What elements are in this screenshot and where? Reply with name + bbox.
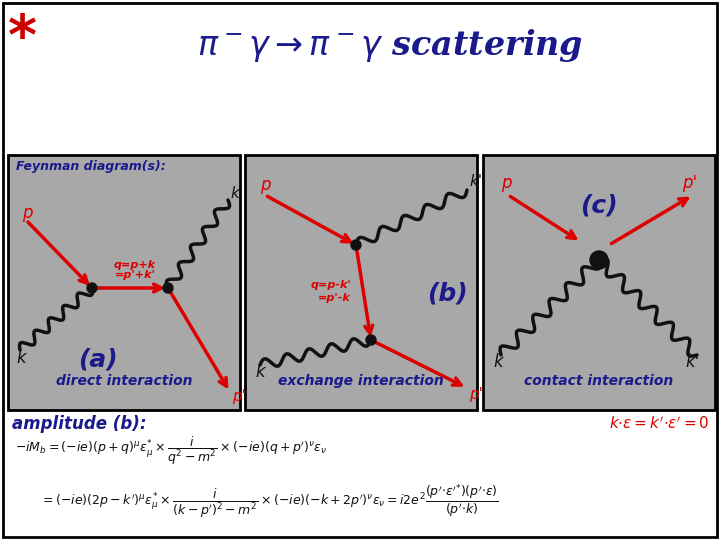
Circle shape	[366, 335, 376, 345]
Text: contact interaction: contact interaction	[524, 374, 674, 388]
Text: k: k	[493, 353, 503, 371]
Text: $k{\cdot}\varepsilon = k'{\cdot}\varepsilon' = 0$: $k{\cdot}\varepsilon = k'{\cdot}\varepsi…	[609, 415, 710, 431]
FancyBboxPatch shape	[483, 155, 715, 410]
Text: p': p'	[682, 174, 697, 192]
Text: p: p	[260, 176, 271, 194]
Text: k': k'	[230, 186, 243, 200]
Text: exchange interaction: exchange interaction	[278, 374, 444, 388]
Circle shape	[351, 240, 361, 250]
Text: $=(-ie)(2p-k')^\mu\varepsilon_\mu^{*}\times\dfrac{i}{(k-p')^2-m^2}\times(-ie)(-k: $=(-ie)(2p-k')^\mu\varepsilon_\mu^{*}\ti…	[40, 482, 499, 519]
Text: $-iM_b=(-ie)(p+q)^\mu\varepsilon_\mu^{*}\times\dfrac{i}{q^2-m^2}\times(-ie)(q+p': $-iM_b=(-ie)(p+q)^\mu\varepsilon_\mu^{*}…	[15, 435, 327, 467]
Text: *: *	[7, 12, 37, 66]
Text: p: p	[501, 174, 511, 192]
Text: (c): (c)	[580, 193, 618, 217]
Text: k: k	[16, 349, 26, 367]
Circle shape	[87, 283, 97, 293]
Text: (b): (b)	[427, 281, 467, 305]
FancyBboxPatch shape	[8, 155, 240, 410]
Text: =p'+k': =p'+k'	[114, 270, 156, 280]
Text: k': k'	[469, 174, 482, 190]
Text: k': k'	[685, 353, 700, 371]
Circle shape	[590, 251, 608, 269]
FancyBboxPatch shape	[245, 155, 477, 410]
Text: p': p'	[469, 388, 483, 402]
Text: p: p	[22, 204, 32, 222]
Text: $\pi^-\gamma \rightarrow \pi^-\gamma$ scattering: $\pi^-\gamma \rightarrow \pi^-\gamma$ sc…	[197, 27, 583, 64]
Text: q=p-k': q=p-k'	[310, 280, 351, 290]
Text: q=p+k: q=p+k	[114, 260, 156, 270]
Text: =p'-k: =p'-k	[318, 293, 351, 303]
Text: k: k	[255, 363, 265, 381]
Text: p': p'	[232, 388, 246, 403]
Text: Feynman diagram(s):: Feynman diagram(s):	[16, 160, 166, 173]
Text: direct interaction: direct interaction	[55, 374, 192, 388]
Circle shape	[163, 283, 173, 293]
Text: (a): (a)	[78, 348, 118, 372]
Text: amplitude (b):: amplitude (b):	[12, 415, 146, 433]
